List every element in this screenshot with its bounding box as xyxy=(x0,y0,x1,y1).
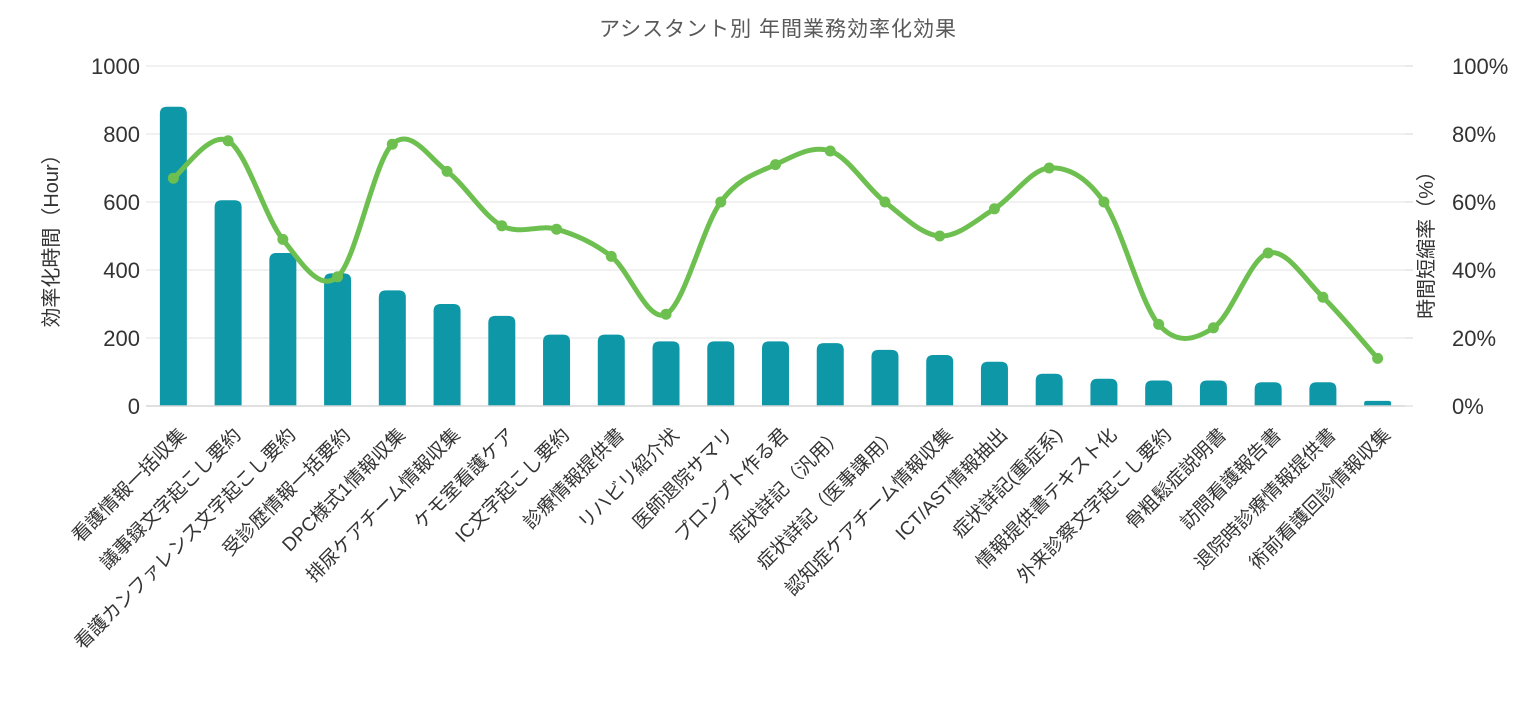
line-marker-4 xyxy=(332,271,344,283)
bar-16 xyxy=(980,361,1008,406)
bar-10 xyxy=(652,341,680,406)
line-marker-18 xyxy=(1098,196,1110,208)
bar-21 xyxy=(1254,382,1282,406)
y-axis-tick-label: 800 xyxy=(103,122,140,147)
line-marker-20 xyxy=(1207,322,1219,334)
bar-5 xyxy=(378,290,406,406)
line-marker-19 xyxy=(1153,318,1165,330)
bar-17 xyxy=(1035,373,1063,406)
bar-14 xyxy=(871,349,899,406)
y2-axis-tick-label: 0% xyxy=(1452,394,1484,419)
line-marker-7 xyxy=(496,220,508,232)
bar-15 xyxy=(926,355,954,406)
y-axis-tick-label: 200 xyxy=(103,326,140,351)
bar-23 xyxy=(1364,400,1392,406)
left-axis-title: 効率化時間（Hour） xyxy=(40,144,63,327)
line-marker-8 xyxy=(551,223,563,235)
y-axis-tick-label: 400 xyxy=(103,258,140,283)
line-marker-16 xyxy=(988,203,1000,215)
bar-12 xyxy=(762,341,789,406)
line-marker-5 xyxy=(386,138,398,150)
line-marker-6 xyxy=(441,165,453,177)
bar-20 xyxy=(1199,380,1227,406)
y2-axis-tick-label: 100% xyxy=(1452,54,1508,79)
line-marker-15 xyxy=(934,230,946,242)
x-axis-category-label: 診療情報提供書 xyxy=(519,424,629,534)
bar-19 xyxy=(1145,380,1173,406)
line-marker-11 xyxy=(715,196,727,208)
x-axis-category-label: 骨粗鬆症説明書 xyxy=(1121,424,1231,534)
bar-9 xyxy=(597,334,625,406)
x-axis-category-label: 訪問看護報告書 xyxy=(1176,424,1286,534)
line-marker-14 xyxy=(879,196,891,208)
y2-axis-tick-label: 40% xyxy=(1452,258,1496,283)
bar-8 xyxy=(543,334,571,406)
line-marker-9 xyxy=(605,250,617,262)
x-axis-category-label: リハビリ紹介状 xyxy=(574,424,684,534)
line-marker-12 xyxy=(770,159,781,171)
line-marker-21 xyxy=(1262,247,1274,259)
bar-18 xyxy=(1090,378,1118,406)
bar-2 xyxy=(214,200,242,406)
line-marker-10 xyxy=(660,308,672,320)
bar-4 xyxy=(324,273,352,406)
y-axis-tick-label: 1000 xyxy=(91,54,140,79)
y2-axis-tick-label: 20% xyxy=(1452,326,1496,351)
bar-11 xyxy=(707,341,735,406)
right-axis-title: 時間短縮率（%） xyxy=(1415,161,1438,319)
line-marker-13 xyxy=(824,145,836,157)
bar-13 xyxy=(816,343,844,406)
x-axis-category-label: 医師退院サマリ xyxy=(629,424,739,534)
y2-axis-tick-label: 60% xyxy=(1452,190,1496,215)
bar-7 xyxy=(488,315,516,406)
line-marker-22 xyxy=(1317,291,1329,303)
chart-title: アシスタント別 年間業務効率化効果 xyxy=(599,18,957,41)
y-axis-tick-label: 0 xyxy=(128,394,140,419)
x-axis-category-label: 看護カンファレンス文字起こし要約 xyxy=(71,424,301,654)
y2-axis-tick-label: 80% xyxy=(1452,122,1496,147)
line-marker-17 xyxy=(1043,162,1055,174)
bar-22 xyxy=(1309,382,1337,406)
line-marker-1 xyxy=(167,172,179,184)
y-axis-tick-label: 600 xyxy=(103,190,140,215)
bar-1 xyxy=(159,106,187,407)
line-marker-2 xyxy=(222,135,234,147)
x-axis-category-label: ケモ室看護ケア xyxy=(410,424,520,534)
reduction-rate-line xyxy=(170,136,1381,361)
bar-6 xyxy=(433,304,461,406)
line-marker-23 xyxy=(1372,352,1384,364)
line-marker-3 xyxy=(277,233,289,245)
bar-3 xyxy=(269,253,297,406)
